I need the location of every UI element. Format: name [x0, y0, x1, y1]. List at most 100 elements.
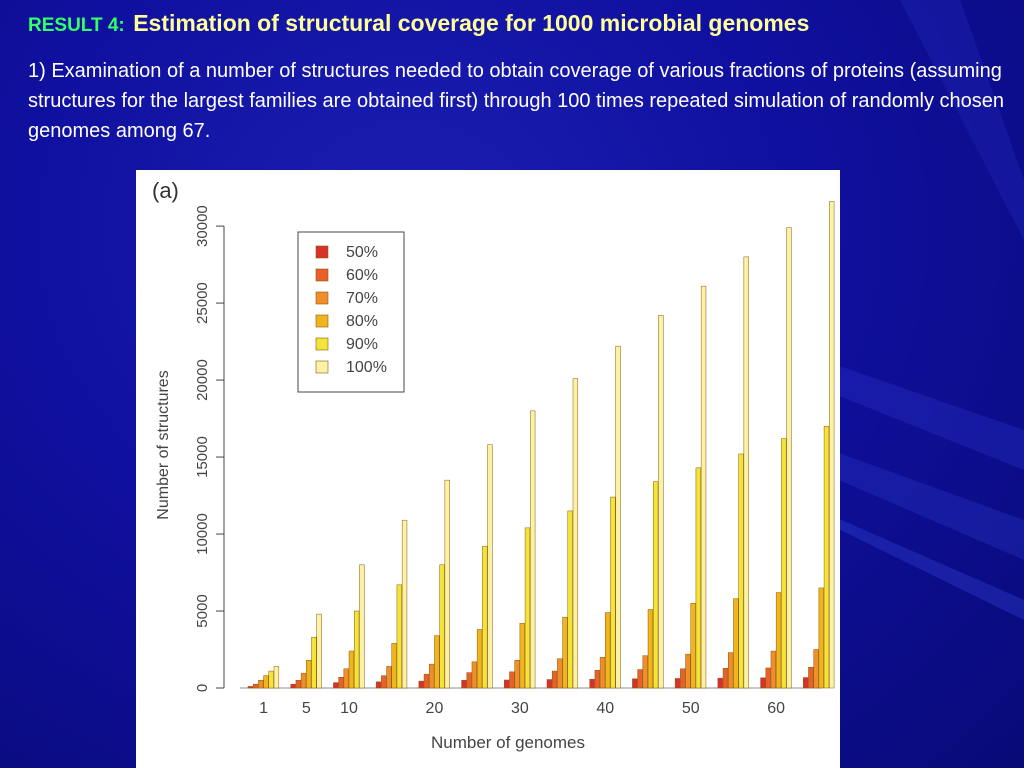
bar [632, 678, 638, 689]
chart-bars [247, 201, 835, 689]
bar [300, 673, 307, 689]
bar [562, 616, 568, 689]
bar [519, 623, 525, 689]
bar [743, 256, 749, 689]
bar [444, 479, 450, 689]
y-tick-label: 10000 [194, 513, 211, 555]
legend-swatch [315, 245, 329, 259]
bar [605, 612, 611, 689]
x-tick-label: 40 [596, 700, 614, 717]
chart-legend: 50% 60% 70% 80% 90% 100% [297, 231, 405, 393]
legend-label: 50% [346, 244, 378, 261]
bar [658, 315, 664, 689]
bar [786, 227, 792, 689]
bar [514, 660, 520, 689]
legend-box [297, 231, 405, 393]
chart-axes: (a) 0 5000 10000 15000 20000 25000 30000 Number … [152, 178, 822, 752]
bar [695, 467, 701, 689]
x-tick-label: 5 [302, 700, 311, 717]
slide-title: RESULT 4: Estimation of structural cover… [28, 10, 1018, 37]
bar [461, 680, 467, 689]
bar [808, 666, 814, 689]
bar [594, 670, 600, 689]
bar [818, 587, 824, 689]
bar [599, 656, 606, 689]
legend-swatch [315, 337, 329, 351]
y-tick-label: 0 [194, 684, 211, 692]
bar [466, 672, 472, 689]
y-axis-title: Number of structures [155, 370, 172, 519]
x-tick-label: 30 [511, 700, 529, 717]
bar [700, 285, 707, 689]
bar [381, 675, 387, 689]
x-axis-title: Number of genomes [431, 733, 585, 752]
x-tick-label: 1 [259, 700, 268, 717]
bar [680, 668, 686, 689]
bar [551, 670, 558, 689]
bar [685, 653, 691, 689]
bar [760, 677, 766, 689]
bar [359, 564, 365, 689]
bar [733, 598, 739, 689]
bar [343, 668, 349, 689]
bar [813, 649, 819, 689]
bar [439, 564, 445, 689]
bar [386, 666, 392, 689]
bar [823, 426, 830, 689]
bar [589, 678, 595, 689]
bar [557, 658, 563, 689]
bar [829, 201, 835, 689]
bar [353, 610, 360, 689]
bar [487, 444, 493, 689]
x-tick-label: 60 [767, 700, 785, 717]
y-tick-label: 15000 [194, 436, 211, 478]
bar [524, 527, 531, 689]
x-tick-label: 20 [426, 700, 444, 717]
bar [252, 683, 259, 689]
bar [690, 603, 696, 689]
bar [615, 345, 621, 689]
bar [717, 677, 723, 689]
bar [728, 652, 734, 689]
bar [530, 410, 536, 689]
bar [306, 660, 312, 689]
slide-body-text: 1) Examination of a number of structures… [28, 60, 1005, 142]
bar [311, 636, 317, 689]
bar [504, 679, 510, 689]
bar [471, 661, 478, 689]
bar [567, 510, 573, 689]
bar [738, 453, 744, 689]
bar [637, 669, 643, 689]
bar [482, 546, 488, 689]
bar [316, 613, 322, 689]
legend-label: 90% [346, 336, 378, 353]
bar [290, 683, 296, 689]
bar [509, 671, 515, 689]
bar [396, 584, 402, 689]
bar-chart: (a) 0 5000 10000 15000 20000 25000 30000 Number … [152, 178, 835, 752]
bar [775, 592, 782, 689]
bar [781, 438, 787, 689]
bar [674, 678, 681, 689]
legend-label: 70% [346, 290, 378, 307]
bar [333, 682, 339, 689]
x-tick-label: 50 [682, 700, 700, 717]
bar [476, 629, 483, 689]
bar [375, 681, 382, 689]
bar [268, 670, 274, 689]
bar [429, 663, 435, 689]
bar [770, 650, 777, 689]
bar [652, 481, 659, 689]
legend-swatch [315, 268, 329, 282]
bar [247, 686, 254, 689]
y-tick-label: 30000 [194, 205, 211, 247]
bar [610, 496, 616, 689]
bar [273, 666, 280, 689]
bar [803, 677, 809, 689]
legend-label: 100% [346, 359, 387, 376]
bar [258, 680, 264, 689]
bar [423, 673, 430, 689]
bar [338, 676, 344, 689]
legend-swatch [315, 360, 329, 374]
y-tick-label: 20000 [194, 359, 211, 401]
